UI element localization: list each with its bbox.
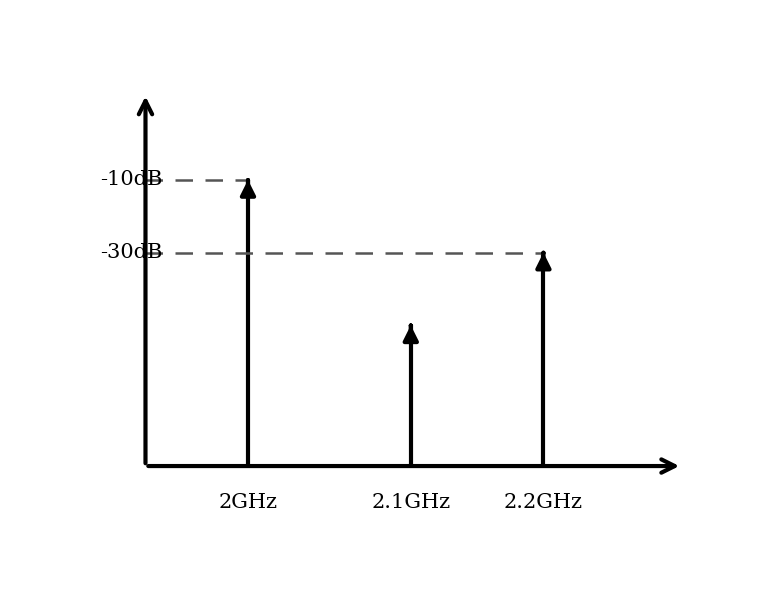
- Text: 2GHz: 2GHz: [219, 493, 278, 512]
- Text: -30dB: -30dB: [100, 243, 163, 262]
- Text: 2.2GHz: 2.2GHz: [504, 493, 583, 512]
- Text: -10dB: -10dB: [100, 171, 163, 189]
- Text: 2.1GHz: 2.1GHz: [371, 493, 450, 512]
